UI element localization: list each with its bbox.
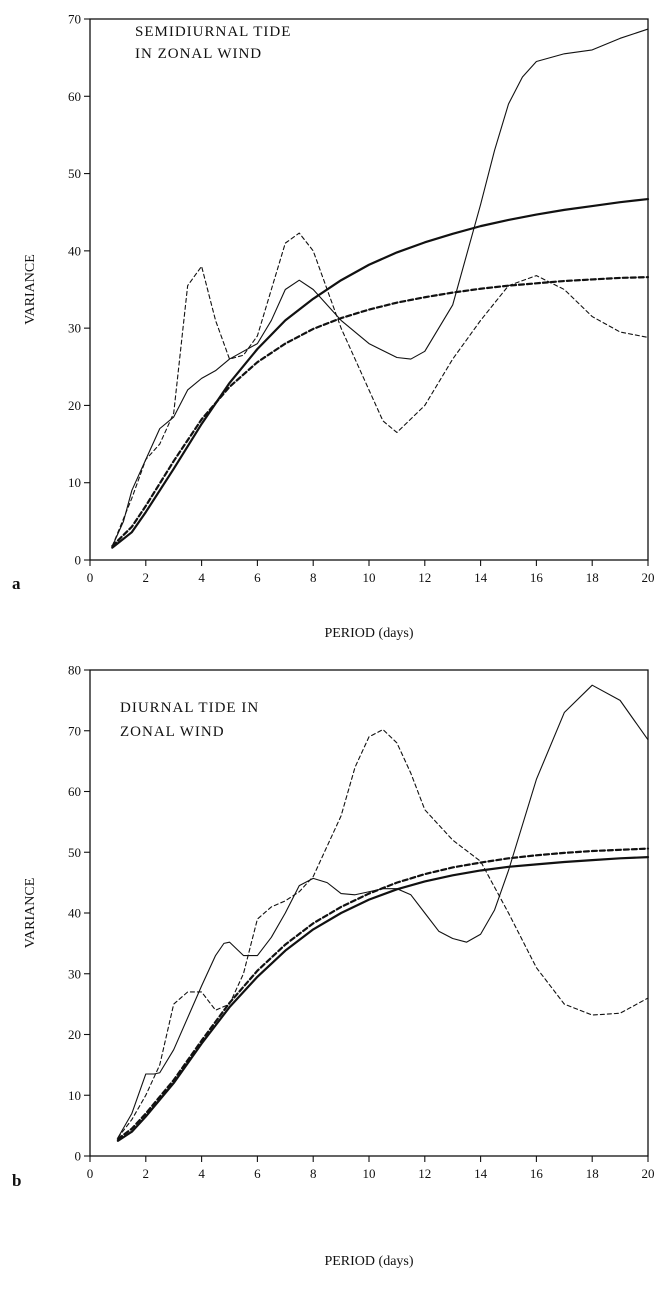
plot-frame <box>89 18 649 561</box>
y-tick-label: 20 <box>68 1027 81 1042</box>
y-tick-label: 50 <box>68 845 81 860</box>
y-axis-title: VARIANCE <box>23 254 38 325</box>
chart-title-line: IN ZONAL WIND <box>135 46 262 62</box>
x-tick-label: 2 <box>143 1166 150 1181</box>
y-tick-label: 10 <box>68 1088 81 1103</box>
x-tick-label: 18 <box>586 1166 599 1181</box>
y-tick-label: 30 <box>68 321 81 336</box>
series-line-solid-thin <box>111 28 649 547</box>
x-tick-label: 12 <box>418 1166 431 1181</box>
x-tick-label: 8 <box>310 1166 317 1181</box>
x-tick-label: 4 <box>198 1166 205 1181</box>
chart-title-line: SEMIDIURNAL TIDE <box>135 24 291 40</box>
series-line-solid-thick <box>116 856 650 1142</box>
y-tick-label: 40 <box>68 906 81 921</box>
x-tick-label: 20 <box>642 570 655 585</box>
y-tick-label: 0 <box>75 1149 82 1164</box>
chart-title-line: ZONAL WIND <box>120 724 225 740</box>
series-line-solid-thick <box>111 197 650 549</box>
y-tick-label: 70 <box>68 12 81 27</box>
series-line-dashed-thick <box>111 276 650 548</box>
x-tick-label: 8 <box>310 570 317 585</box>
x-axis-title: PERIOD (days) <box>324 1254 413 1269</box>
x-tick-label: 14 <box>474 570 488 585</box>
y-tick-label: 30 <box>68 966 81 981</box>
x-tick-label: 20 <box>642 1166 655 1181</box>
x-tick-label: 6 <box>254 570 261 585</box>
chart-panel-a: 0 2 4 6 8 10 12 14 16 18 20 0 10 20 30 40 50 60 70 PERIOD (… <box>12 12 655 642</box>
y-tick-label: 0 <box>75 553 82 568</box>
chart-title-line: DIURNAL TIDE IN <box>120 700 259 716</box>
x-tick-label: 16 <box>530 570 544 585</box>
y-tick-label: 60 <box>68 784 81 799</box>
y-axis-title: VARIANCE <box>23 878 38 949</box>
x-axis-title: PERIOD (days) <box>324 626 413 641</box>
x-tick-label: 10 <box>363 570 376 585</box>
series-line-solid-thin <box>117 684 649 1139</box>
series-line-dashed-thin <box>117 728 649 1139</box>
x-tick-label: 14 <box>474 1166 488 1181</box>
y-tick-label: 60 <box>68 89 81 104</box>
panel-letter: a <box>12 574 21 593</box>
y-tick-label: 80 <box>68 663 81 678</box>
x-tick-label: 4 <box>198 570 205 585</box>
x-tick-label: 18 <box>586 570 599 585</box>
x-tick-label: 2 <box>143 570 150 585</box>
series-line-dashed-thin <box>111 232 649 547</box>
y-tick-label: 40 <box>68 243 81 258</box>
x-tick-label: 16 <box>530 1166 544 1181</box>
x-tick-label: 0 <box>87 1166 94 1181</box>
x-tick-label: 10 <box>363 1166 376 1181</box>
y-tick-label: 70 <box>68 723 81 738</box>
y-tick-label: 20 <box>68 398 81 413</box>
y-tick-label: 50 <box>68 166 81 181</box>
series-line-dashed-thick <box>116 847 650 1141</box>
chart-panel-b: 0 2 4 6 8 10 12 14 16 18 20 0 10 20 30 40 50 60 70 80 PERIOD… <box>12 663 655 1270</box>
x-tick-label: 12 <box>418 570 431 585</box>
panel-letter: b <box>12 1171 21 1190</box>
y-tick-label: 10 <box>68 475 81 490</box>
x-tick-label: 6 <box>254 1166 261 1181</box>
x-tick-label: 0 <box>87 570 94 585</box>
